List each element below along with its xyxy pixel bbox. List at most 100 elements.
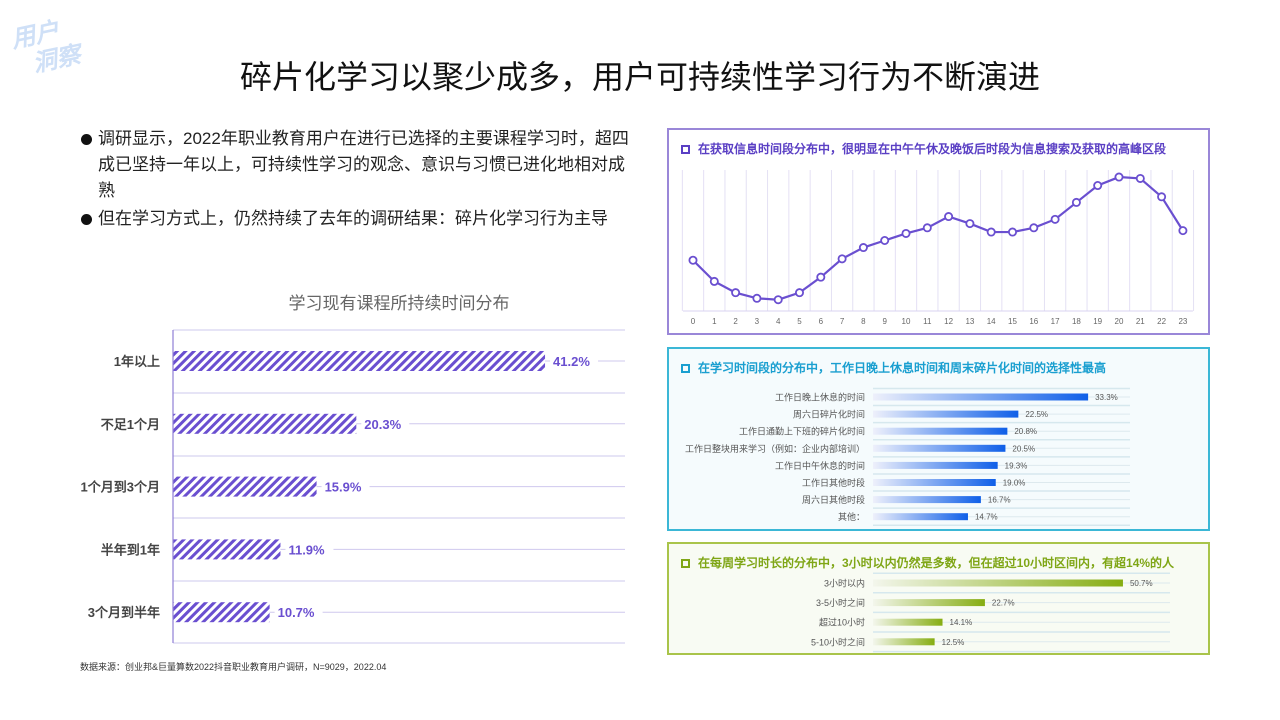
weekly-hours-panel: 在每周学习时长的分布中，3小时以内仍然是多数，但在超过10小时区间内，有超14%… <box>667 542 1210 655</box>
data-label: 22.7% <box>992 599 1015 608</box>
data-point <box>1071 197 1081 207</box>
category-label: 工作日通勤上下班的碎片化时间 <box>739 426 865 437</box>
data-label: 20.3% <box>364 417 401 432</box>
x-tick-label: 18 <box>1072 317 1081 326</box>
data-point <box>816 272 826 282</box>
bullet-point: 但在学习方式上，仍然持续了去年的调研结果：碎片化学习行为主导 <box>80 206 640 232</box>
category-label: 周六日碎片化时间 <box>793 409 865 420</box>
category-label: 1年以上 <box>114 354 160 369</box>
x-tick-label: 1 <box>712 317 717 326</box>
bar <box>873 618 943 626</box>
bar <box>873 638 935 646</box>
x-tick-label: 19 <box>1093 317 1102 326</box>
data-label: 41.2% <box>553 354 590 369</box>
data-point <box>901 228 911 238</box>
x-tick-label: 16 <box>1029 317 1038 326</box>
label-bg <box>285 541 334 558</box>
x-tick-label: 0 <box>691 317 696 326</box>
x-tick-label: 10 <box>902 317 911 326</box>
data-label: 50.7% <box>1130 579 1153 588</box>
chart-title: 学习现有课程所持续时间分布 <box>288 294 510 313</box>
x-tick-label: 22 <box>1157 317 1166 326</box>
data-label: 33.3% <box>1095 393 1118 402</box>
x-tick-label: 4 <box>776 317 781 326</box>
bar <box>873 461 998 469</box>
data-point <box>688 255 698 265</box>
bar <box>173 413 357 434</box>
x-tick-label: 5 <box>797 317 802 326</box>
category-label: 3小时以内 <box>824 578 865 589</box>
data-source: 数据来源：创业邦&巨量算数2022抖音职业教育用户调研，N=9029，2022.… <box>80 662 387 672</box>
info-time-panel: 在获取信息时间段分布中，很明显在中午午休及晚饭后时段为信息搜索及获取的高峰区段 <box>667 128 1210 335</box>
data-point <box>1029 223 1039 233</box>
data-point <box>1050 214 1060 224</box>
x-tick-label: 11 <box>923 317 932 326</box>
category-label: 工作日晚上休息的时间 <box>775 392 865 403</box>
category-label: 1个月到3个月 <box>81 480 160 495</box>
bar <box>873 496 981 504</box>
data-point <box>1114 172 1124 182</box>
bar <box>873 599 985 607</box>
data-point <box>1008 227 1018 237</box>
square-icon <box>681 559 690 568</box>
bar <box>173 351 546 371</box>
x-tick-label: 2 <box>733 317 738 326</box>
data-point <box>880 235 890 245</box>
x-tick-label: 15 <box>1008 317 1017 326</box>
data-point <box>795 288 805 298</box>
x-tick-label: 9 <box>882 317 887 326</box>
bar <box>873 579 1123 587</box>
data-point <box>922 223 932 233</box>
category-label: 工作日其他时段 <box>802 477 865 488</box>
data-label: 11.9% <box>288 542 325 557</box>
x-tick-label: 20 <box>1115 317 1124 326</box>
panel-title: 在获取信息时间段分布中，很明显在中午午休及晚饭后时段为信息搜索及获取的高峰区段 <box>681 140 1166 157</box>
category-label: 周六日其他时段 <box>802 494 865 505</box>
x-tick-label: 3 <box>755 317 760 326</box>
data-label: 19.0% <box>1003 479 1026 488</box>
data-label: 20.5% <box>1012 444 1035 453</box>
bar <box>873 410 1019 418</box>
bar <box>873 427 1008 435</box>
bar <box>173 602 270 623</box>
x-tick-label: 8 <box>861 317 866 326</box>
category-label: 工作日中午休息的时间 <box>775 460 865 471</box>
data-point <box>858 243 868 253</box>
data-point <box>1135 173 1145 183</box>
x-tick-label: 17 <box>1051 317 1060 326</box>
data-point <box>709 276 719 286</box>
data-point <box>986 227 996 237</box>
x-tick-label: 23 <box>1178 317 1187 326</box>
category-label: 其他： <box>838 511 865 522</box>
data-label: 12.5% <box>942 638 965 647</box>
panel-title: 在学习时间段的分布中，工作日晚上休息时间和周末碎片化时间的选择性最高 <box>681 359 1106 376</box>
bar <box>873 479 996 486</box>
data-point <box>752 293 762 303</box>
category-label: 超过10小时 <box>819 617 865 628</box>
duration-bar-chart: 41.2% 1年以上 20.3% 不足1个月 15.9% 1个月到3个月 11.9% 半年到1… <box>81 329 625 644</box>
x-tick-label: 7 <box>840 317 845 326</box>
data-point <box>1093 181 1103 191</box>
data-point <box>965 219 975 229</box>
data-point <box>1178 226 1188 236</box>
panel-title: 在每周学习时长的分布中，3小时以内仍然是多数，但在超过10小时区间内，有超14%… <box>681 554 1174 571</box>
data-label: 10.7% <box>278 605 315 620</box>
label-bg <box>361 415 410 432</box>
bar <box>173 476 317 497</box>
square-icon <box>681 145 690 154</box>
bar <box>173 539 281 560</box>
data-point <box>773 295 783 305</box>
category-label: 5-10小时之间 <box>811 636 865 647</box>
data-point <box>837 254 847 264</box>
data-point <box>944 212 954 222</box>
data-point <box>731 288 741 298</box>
data-label: 16.7% <box>988 496 1011 505</box>
category-label: 不足1个月 <box>101 417 160 432</box>
label-bg <box>274 604 323 621</box>
data-point <box>1157 192 1167 202</box>
bar <box>873 513 968 521</box>
data-label: 20.8% <box>1014 427 1037 436</box>
data-label: 22.5% <box>1025 410 1048 419</box>
page-title: 碎片化学习以聚少成多，用户可持续性学习行为不断演进 <box>239 59 1040 95</box>
